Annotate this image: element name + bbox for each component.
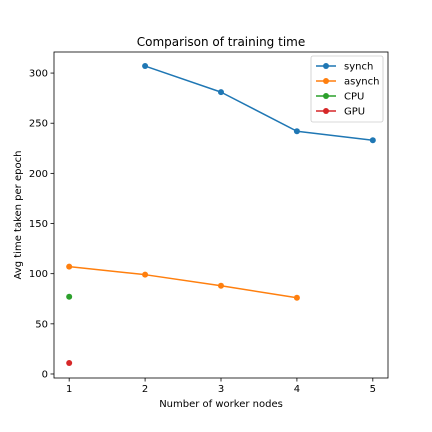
x-tick-label: 3 (218, 384, 224, 395)
x-tick-label: 5 (370, 384, 376, 395)
legend-label-asynch: asynch (344, 77, 379, 88)
chart-title: Comparison of training time (137, 35, 305, 49)
y-tick-label: 50 (35, 319, 48, 330)
data-point-asynch (218, 283, 224, 289)
y-tick-label: 300 (29, 69, 48, 80)
x-tick-label: 1 (66, 384, 72, 395)
x-tick-label: 2 (142, 384, 148, 395)
x-axis-label: Number of worker nodes (159, 399, 283, 410)
legend-label-synch: synch (344, 62, 373, 73)
y-tick-label: 250 (29, 119, 48, 130)
legend-label-gpu: GPU (344, 107, 365, 118)
legend-marker-synch (323, 63, 329, 69)
y-tick-label: 200 (29, 169, 48, 180)
y-tick-label: 150 (29, 219, 48, 230)
legend-marker-asynch (323, 78, 329, 84)
data-point-asynch (66, 264, 72, 270)
y-tick-label: 0 (42, 369, 48, 380)
data-point-asynch (142, 272, 148, 278)
legend-marker-gpu (323, 108, 329, 114)
legend-marker-cpu (323, 93, 329, 99)
data-point-cpu (66, 294, 72, 300)
data-point-gpu (66, 360, 72, 366)
data-point-synch (370, 137, 376, 143)
x-tick-label: 4 (294, 384, 300, 395)
data-point-asynch (294, 295, 300, 301)
data-point-synch (142, 63, 148, 69)
legend-label-cpu: CPU (344, 92, 364, 103)
y-tick-label: 100 (29, 269, 48, 280)
data-point-synch (218, 89, 224, 95)
legend: synch asynch CPU GPU (311, 56, 383, 122)
y-axis-label: Avg time taken per epoch (13, 151, 24, 280)
data-point-synch (294, 128, 300, 134)
